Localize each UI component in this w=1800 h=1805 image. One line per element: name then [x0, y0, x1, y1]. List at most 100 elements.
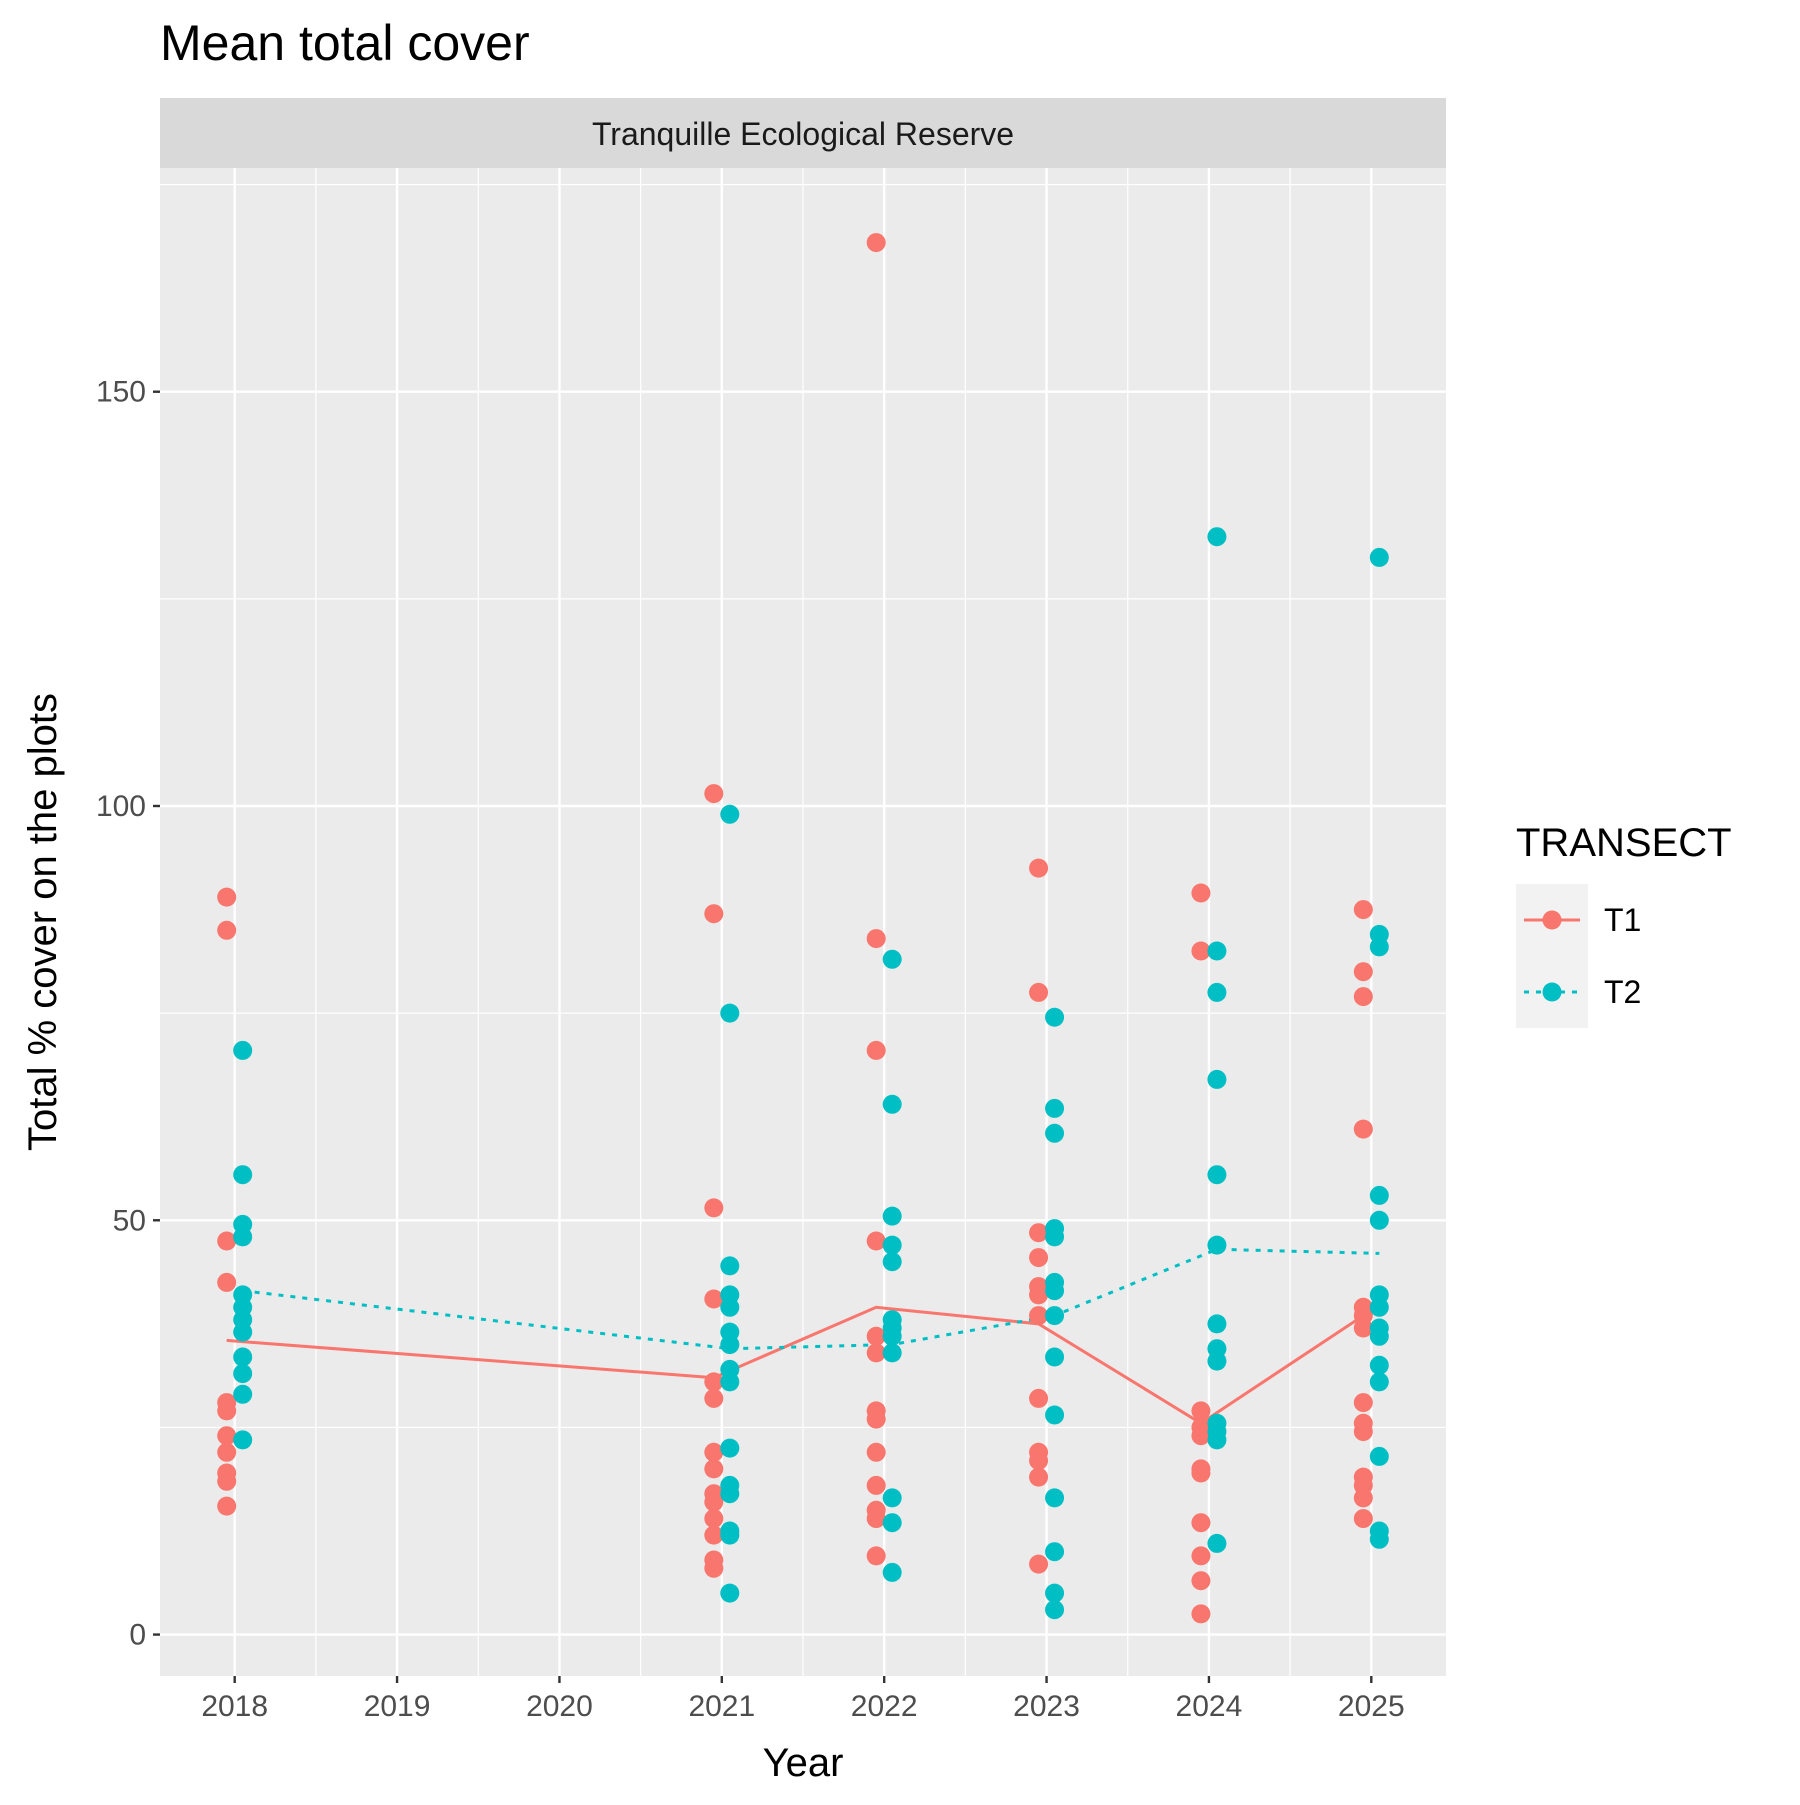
facet-strip [160, 98, 1446, 168]
point-t1 [704, 1388, 724, 1408]
point-t2 [720, 1583, 740, 1603]
point-t1 [1029, 1388, 1049, 1408]
legend-label-t2: T2 [1604, 974, 1641, 1010]
point-t2 [1207, 1430, 1227, 1450]
point-t2 [1369, 1185, 1389, 1205]
point-t1 [1029, 1248, 1049, 1268]
point-t2 [720, 1372, 740, 1392]
point-t1 [1353, 1509, 1373, 1529]
mean-line-t2 [242, 1247, 1380, 1351]
mean-lines [226, 1247, 1380, 1426]
point-t1 [866, 1509, 886, 1529]
legend-title: TRANSECT [1516, 821, 1732, 865]
point-t1 [704, 1459, 724, 1479]
y-axis: 0 50 100 150 [96, 376, 160, 1652]
point-t2 [233, 1384, 253, 1404]
point-t1 [704, 1289, 724, 1309]
point-t2 [882, 1252, 902, 1272]
point-t2 [233, 1227, 253, 1247]
point-t1 [217, 920, 237, 940]
point-t2 [882, 1206, 902, 1226]
point-t1 [1029, 858, 1049, 878]
point-t2 [1045, 1306, 1065, 1326]
point-t1 [217, 1231, 237, 1251]
point-t1 [704, 904, 724, 924]
point-t2 [720, 1335, 740, 1355]
point-t1 [1191, 941, 1211, 961]
point-t2 [1369, 1297, 1389, 1317]
point-t2 [1207, 1069, 1227, 1089]
point-t1 [1029, 1554, 1049, 1574]
point-t1 [704, 1509, 724, 1529]
point-t2 [1369, 1355, 1389, 1375]
point-t2 [720, 804, 740, 824]
point-t2 [1369, 1210, 1389, 1230]
point-t2 [720, 1438, 740, 1458]
point-t2 [720, 1484, 740, 1504]
point-t1 [866, 1326, 886, 1346]
point-t2 [1045, 1098, 1065, 1118]
point-t2 [233, 1430, 253, 1450]
point-t1 [1353, 1422, 1373, 1442]
point-t1 [866, 1409, 886, 1429]
point-t2 [1369, 937, 1389, 957]
point-t1 [1029, 1306, 1049, 1326]
point-t2 [1207, 1351, 1227, 1371]
x-tick-label: 2021 [688, 1690, 755, 1723]
point-t1 [1353, 1393, 1373, 1413]
legend-key-point-t1 [1542, 910, 1562, 930]
x-tick-label: 2020 [526, 1690, 593, 1723]
point-t1 [1191, 1513, 1211, 1533]
point-t2 [1369, 1446, 1389, 1466]
mean-line-t1 [226, 1305, 1365, 1426]
point-t2 [1045, 1227, 1065, 1247]
point-t1 [704, 784, 724, 804]
point-t2 [1045, 1281, 1065, 1301]
x-tick-label: 2018 [201, 1690, 268, 1723]
point-t2 [882, 1235, 902, 1255]
x-tick-label: 2022 [851, 1690, 918, 1723]
point-t1 [1353, 900, 1373, 920]
point-t2 [1207, 1314, 1227, 1334]
point-t1 [704, 1558, 724, 1578]
point-t2 [233, 1040, 253, 1060]
point-t1 [1029, 1451, 1049, 1471]
x-tick-label: 2023 [1013, 1690, 1080, 1723]
point-t1 [217, 1272, 237, 1292]
point-t1 [866, 233, 886, 253]
point-t1 [1191, 1426, 1211, 1446]
point-t2 [1045, 1007, 1065, 1027]
y-tick-label: 0 [129, 1619, 146, 1652]
point-t2 [882, 949, 902, 969]
point-t1 [1353, 987, 1373, 1007]
grid-minor [160, 168, 1446, 1676]
legend-key-background [1516, 884, 1588, 1028]
point-t1 [217, 1426, 237, 1446]
point-t1 [217, 1471, 237, 1491]
point-t1 [1191, 1546, 1211, 1566]
point-t2 [1369, 1529, 1389, 1549]
point-t1 [704, 1492, 724, 1512]
x-axis-title: Year [763, 1741, 844, 1785]
point-t2 [1207, 1235, 1227, 1255]
y-axis-title: Total % cover on the plots [21, 693, 65, 1151]
point-t2 [1369, 1326, 1389, 1346]
point-t2 [1207, 527, 1227, 547]
point-t2 [720, 1256, 740, 1276]
point-t2 [1045, 1488, 1065, 1508]
point-t1 [1191, 883, 1211, 903]
point-t1 [704, 1442, 724, 1462]
facet-strip-label: Tranquille Ecological Reserve [592, 116, 1014, 152]
point-t2 [720, 1525, 740, 1545]
point-t1 [1029, 1285, 1049, 1305]
point-t1 [704, 1198, 724, 1218]
chart-title: Mean total cover [160, 15, 530, 71]
legend: TRANSECT T1 T2 [1516, 821, 1732, 1028]
point-t2 [1045, 1542, 1065, 1562]
x-axis: 2018 2019 2020 2021 2022 2023 2024 2025 [201, 1676, 1405, 1723]
data-points [217, 233, 1389, 1624]
point-t2 [1045, 1123, 1065, 1143]
point-t2 [882, 1562, 902, 1582]
point-t1 [1353, 1119, 1373, 1139]
point-t1 [217, 1496, 237, 1516]
